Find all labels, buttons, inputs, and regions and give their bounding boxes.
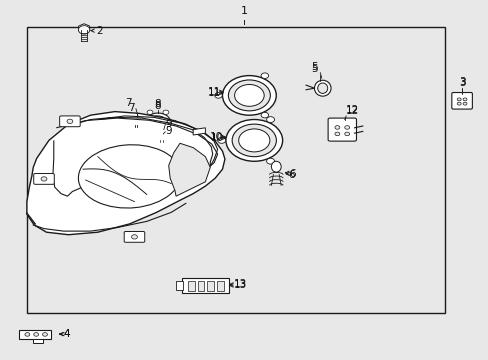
Circle shape xyxy=(334,126,339,129)
Text: 13: 13 xyxy=(233,279,246,289)
Circle shape xyxy=(217,138,225,143)
Circle shape xyxy=(42,333,47,336)
Circle shape xyxy=(145,113,170,132)
FancyBboxPatch shape xyxy=(34,174,54,184)
Text: 3: 3 xyxy=(458,78,465,88)
FancyBboxPatch shape xyxy=(327,118,356,141)
Circle shape xyxy=(147,110,153,114)
FancyBboxPatch shape xyxy=(451,93,471,109)
Bar xyxy=(27,27,444,313)
Bar xyxy=(158,135,164,140)
Bar xyxy=(176,281,183,290)
Circle shape xyxy=(462,98,466,101)
Circle shape xyxy=(41,177,47,181)
Circle shape xyxy=(232,124,276,157)
Bar xyxy=(133,120,139,125)
Circle shape xyxy=(163,110,168,114)
Text: 3: 3 xyxy=(458,77,465,87)
FancyBboxPatch shape xyxy=(60,116,80,127)
Circle shape xyxy=(228,80,270,111)
Ellipse shape xyxy=(130,115,143,126)
Circle shape xyxy=(456,98,460,101)
Circle shape xyxy=(222,76,276,115)
Text: 6: 6 xyxy=(288,170,295,180)
Bar xyxy=(19,330,51,339)
Text: 10: 10 xyxy=(209,132,223,142)
Bar xyxy=(197,281,204,291)
Circle shape xyxy=(334,132,339,136)
Text: 4: 4 xyxy=(63,329,70,339)
Circle shape xyxy=(266,117,274,122)
Text: 8: 8 xyxy=(154,100,161,111)
Ellipse shape xyxy=(317,83,327,93)
Text: 5: 5 xyxy=(311,62,318,72)
Circle shape xyxy=(214,93,222,98)
Ellipse shape xyxy=(156,128,166,138)
FancyBboxPatch shape xyxy=(124,231,144,242)
Bar xyxy=(187,281,194,291)
Circle shape xyxy=(344,132,349,136)
Circle shape xyxy=(78,26,90,34)
Circle shape xyxy=(34,333,39,336)
Text: 8: 8 xyxy=(154,99,161,109)
Circle shape xyxy=(266,158,274,164)
Circle shape xyxy=(171,120,177,125)
Circle shape xyxy=(261,112,268,118)
Text: 9: 9 xyxy=(165,126,172,136)
Polygon shape xyxy=(193,128,205,135)
Text: 5: 5 xyxy=(311,64,318,74)
Text: 1: 1 xyxy=(241,6,247,16)
Text: 7: 7 xyxy=(124,98,131,108)
Circle shape xyxy=(462,102,466,105)
Bar xyxy=(207,281,214,291)
Circle shape xyxy=(234,85,264,106)
Circle shape xyxy=(456,102,460,105)
Text: 7: 7 xyxy=(127,103,134,113)
Polygon shape xyxy=(79,24,89,33)
Text: 11: 11 xyxy=(207,87,221,97)
Circle shape xyxy=(147,130,153,135)
Polygon shape xyxy=(27,112,224,235)
Circle shape xyxy=(225,120,282,161)
Circle shape xyxy=(139,120,144,125)
Bar xyxy=(33,339,43,343)
Text: 11: 11 xyxy=(207,88,221,98)
Circle shape xyxy=(344,126,349,129)
Text: 9: 9 xyxy=(165,119,172,129)
Circle shape xyxy=(131,235,137,239)
Polygon shape xyxy=(168,143,210,196)
Bar xyxy=(217,281,224,291)
Text: 2: 2 xyxy=(96,26,102,36)
Text: 6: 6 xyxy=(289,168,296,179)
Ellipse shape xyxy=(314,80,330,96)
Text: 12: 12 xyxy=(345,105,358,115)
Circle shape xyxy=(261,73,268,78)
Text: 10: 10 xyxy=(210,133,223,143)
Ellipse shape xyxy=(271,161,281,172)
Ellipse shape xyxy=(78,145,181,208)
Circle shape xyxy=(149,116,166,129)
Text: 4: 4 xyxy=(63,329,70,339)
Text: 12: 12 xyxy=(345,106,358,116)
Circle shape xyxy=(67,119,73,123)
Circle shape xyxy=(163,130,168,135)
Text: 13: 13 xyxy=(233,280,246,291)
Circle shape xyxy=(25,333,30,336)
Bar xyxy=(182,278,228,293)
Circle shape xyxy=(238,129,269,152)
